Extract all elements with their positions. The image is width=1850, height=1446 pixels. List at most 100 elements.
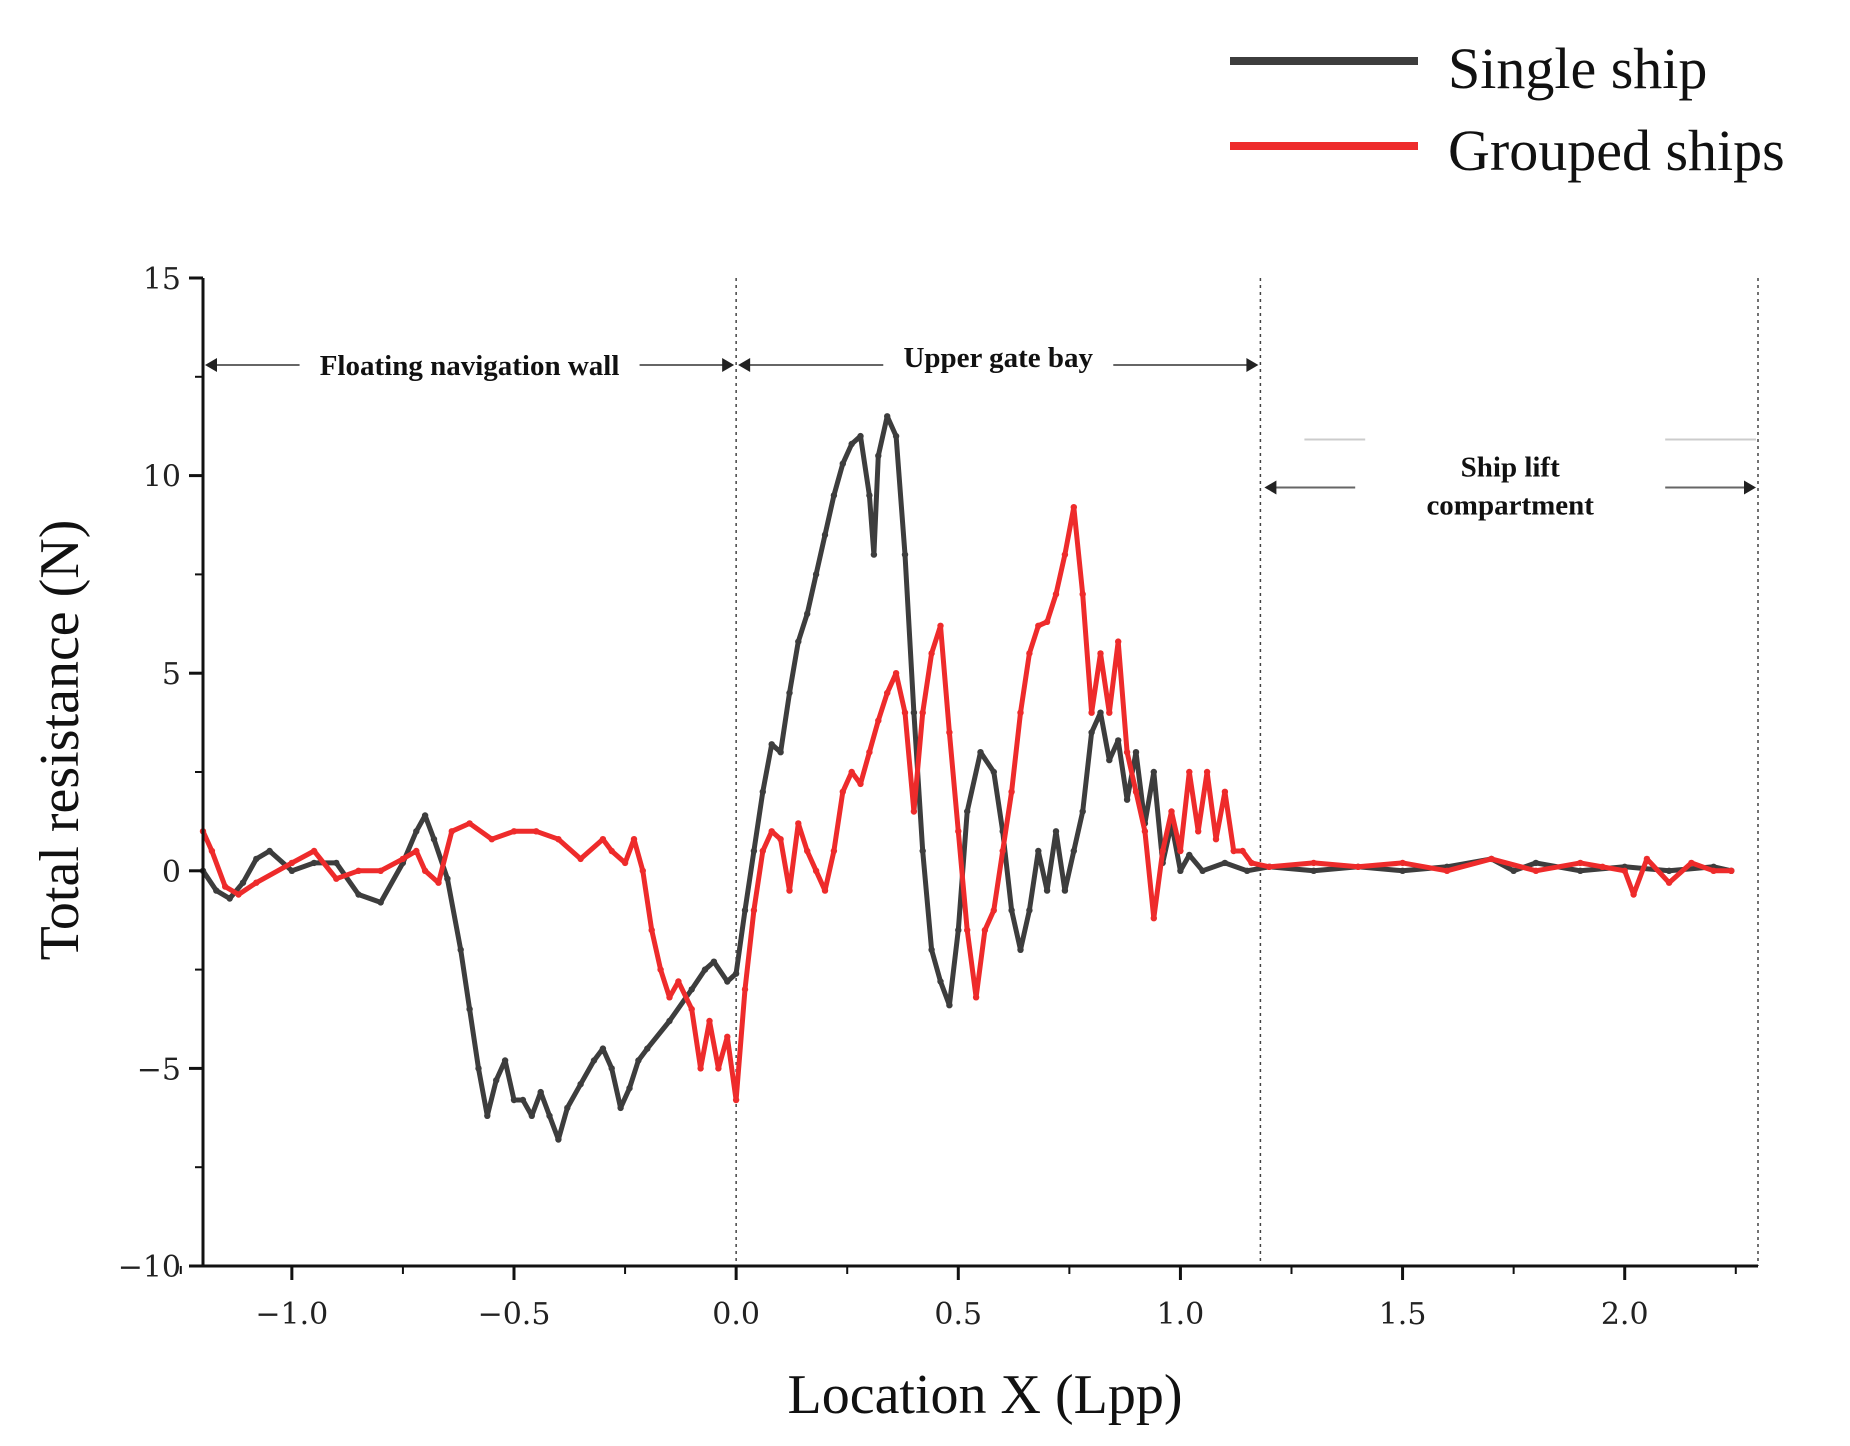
data-point [608, 1065, 615, 1072]
data-point [741, 907, 749, 914]
data-point [928, 946, 935, 953]
data-point [377, 867, 384, 874]
data-point [1621, 867, 1628, 874]
data-point [1061, 551, 1069, 558]
data-point [413, 847, 420, 855]
data-point [1017, 709, 1024, 716]
data-point [444, 875, 451, 882]
data-point [821, 531, 829, 539]
data-point [639, 867, 646, 874]
data-point [919, 709, 926, 716]
data-point [946, 1002, 953, 1009]
data-point [1532, 859, 1540, 867]
data-point [599, 836, 607, 843]
data-point [910, 709, 918, 716]
data-point [928, 650, 935, 657]
data-point [1043, 887, 1051, 894]
data-point [222, 883, 229, 890]
y-tick-label: 5 [162, 657, 181, 692]
data-point [226, 895, 233, 902]
data-point [208, 847, 216, 855]
region-ship-lift-compartment: Ship lift compartment [1264, 438, 1756, 521]
data-point [1203, 768, 1211, 776]
data-point [848, 440, 855, 448]
data-point [946, 729, 953, 736]
data-point [1243, 867, 1251, 874]
data-point [875, 452, 882, 459]
data-point [533, 828, 540, 835]
data-point [777, 836, 784, 843]
data-point [937, 622, 944, 629]
data-point [1577, 859, 1584, 867]
y-ticks: −10 −5 0 5 10 15 [118, 262, 203, 1285]
data-point [621, 859, 629, 867]
data-point [884, 689, 891, 697]
x-tick-label: −1.0 [255, 1297, 328, 1332]
arrow-left-icon [1264, 480, 1277, 495]
data-point [937, 978, 944, 985]
data-point [892, 670, 900, 677]
data-point [1399, 859, 1406, 867]
data-point [577, 1081, 584, 1088]
arrow-left-icon [738, 357, 751, 372]
x-tick-label: 1.5 [1379, 1297, 1427, 1332]
data-point [884, 413, 891, 420]
data-point [1221, 859, 1229, 867]
data-point [333, 875, 340, 882]
data-point [1008, 907, 1015, 914]
data-point [475, 1065, 482, 1072]
data-point [1310, 859, 1317, 867]
data-point [830, 492, 838, 499]
x-tick-label: −0.5 [478, 1297, 551, 1332]
data-point [1097, 709, 1104, 716]
data-point [253, 879, 260, 886]
data-point [1728, 867, 1735, 874]
data-point [466, 1005, 473, 1013]
data-point [488, 836, 495, 843]
data-point [1230, 847, 1237, 855]
data-point [1150, 915, 1158, 922]
data-point [821, 887, 829, 894]
data-point [839, 788, 846, 795]
data-point [1195, 828, 1202, 835]
data-point [510, 828, 518, 835]
data-point [919, 847, 926, 855]
data-point [1043, 618, 1051, 625]
data-point [1123, 796, 1131, 803]
x-tick-label: 0.5 [934, 1297, 982, 1332]
data-point [892, 432, 900, 440]
data-point [1186, 851, 1193, 859]
region-label-compartment: compartment [1426, 489, 1594, 521]
series-layer [199, 413, 1735, 1143]
data-point [1266, 863, 1273, 870]
legend: Single ship Grouped ships [1230, 36, 1785, 183]
data-point [710, 958, 718, 965]
data-point [768, 828, 775, 835]
data-point [701, 966, 709, 973]
data-point [750, 847, 758, 855]
data-point [253, 855, 260, 863]
data-point [1532, 867, 1540, 874]
region-annotations: Floating navigation wall Upper gate bay … [205, 342, 1756, 521]
data-point [732, 1096, 740, 1104]
y-tick-label: 0 [162, 855, 181, 890]
data-point [1088, 709, 1095, 716]
data-point [266, 847, 273, 855]
data-point [1106, 709, 1113, 716]
data-point [875, 717, 882, 724]
data-point [1248, 859, 1255, 867]
data-point [750, 907, 758, 914]
data-point [635, 1057, 642, 1064]
data-point [795, 820, 802, 827]
data-point [430, 836, 438, 843]
data-point [355, 867, 362, 874]
data-point [741, 986, 749, 993]
data-point [493, 1077, 500, 1084]
data-point [1577, 867, 1584, 874]
data-point [239, 879, 247, 886]
data-point [812, 867, 820, 874]
data-point [1070, 847, 1078, 855]
data-point [1106, 756, 1113, 764]
data-point [1630, 891, 1637, 898]
